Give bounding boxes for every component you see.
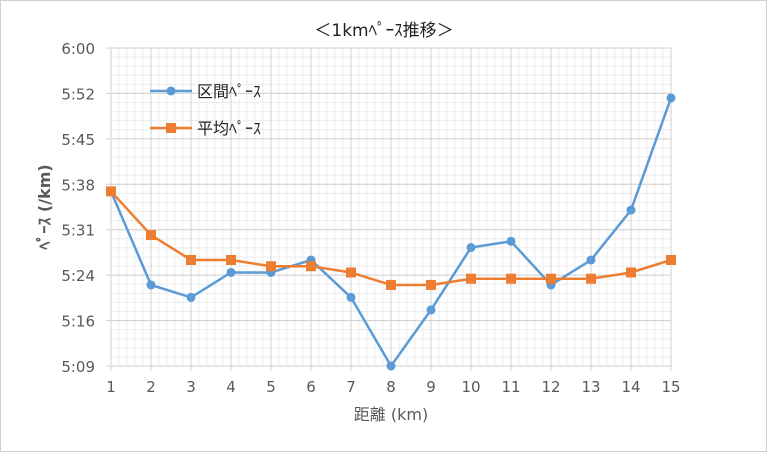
y-tick-label: 5:31	[61, 222, 95, 240]
series-lines	[106, 93, 676, 371]
x-tick-label: 3	[186, 378, 196, 396]
chart-title: ＜1kmﾍﾟｰｽ推移＞	[314, 21, 453, 41]
x-tick-label: 13	[581, 378, 600, 396]
x-tick-label: 1	[106, 378, 116, 396]
x-tick-label: 5	[266, 378, 276, 396]
tick-labels: 1 2 3 4 5 6 7 8 9 10 11 12 13 14 155:095:165:245:315:3…	[61, 40, 680, 396]
data-point	[346, 267, 356, 278]
x-tick-label: 6	[306, 378, 316, 396]
y-tick-label: 5:52	[61, 85, 95, 103]
data-point	[386, 279, 396, 290]
x-tick-label: 15	[661, 378, 680, 396]
x-tick-label: 2	[146, 378, 156, 396]
x-tick-label: 12	[541, 378, 560, 396]
y-tick-label: 6:00	[61, 40, 95, 58]
data-point	[666, 255, 676, 265]
x-tick-label: 8	[386, 378, 396, 396]
data-point	[226, 267, 236, 277]
data-point	[426, 279, 436, 290]
x-axis-label: 距離 (km)	[354, 405, 428, 424]
gridlines	[106, 47, 672, 371]
data-point	[186, 255, 196, 265]
data-point	[226, 255, 236, 265]
legend-label: 区間ﾍﾟｰｽ	[197, 82, 261, 101]
data-point	[266, 261, 276, 272]
data-point	[666, 93, 676, 103]
data-point	[426, 305, 436, 315]
legend: 区間ﾍﾟｰｽ 平均ﾍﾟｰｽ	[150, 82, 261, 138]
data-point	[146, 280, 156, 290]
data-point	[386, 361, 396, 371]
data-point	[626, 205, 636, 215]
legend-marker	[166, 123, 176, 133]
x-tick-label: 11	[501, 378, 520, 396]
data-point	[506, 236, 516, 246]
y-tick-label: 5:24	[61, 267, 95, 285]
y-tick-label: 5:16	[61, 313, 95, 331]
y-tick-label: 5:09	[61, 358, 95, 376]
data-point	[106, 186, 116, 197]
data-point	[506, 273, 516, 284]
x-tick-label: 14	[621, 378, 640, 396]
data-point	[626, 267, 636, 278]
x-tick-label: 4	[226, 378, 236, 396]
x-tick-label: 9	[426, 378, 436, 396]
data-point	[186, 292, 196, 302]
data-point	[586, 273, 596, 284]
data-point	[546, 273, 556, 284]
x-tick-label: 7	[346, 378, 356, 396]
y-tick-label: 5:45	[61, 131, 95, 149]
data-point	[466, 273, 476, 284]
y-axis-label: ﾍﾟｰｽ (/km)	[35, 164, 54, 250]
data-point	[466, 243, 476, 253]
data-point	[306, 261, 316, 272]
x-tick-label: 10	[461, 378, 480, 396]
data-point	[346, 292, 356, 302]
legend-marker	[166, 86, 176, 96]
data-point	[586, 255, 596, 265]
legend-label: 平均ﾍﾟｰｽ	[197, 119, 261, 138]
y-tick-label: 5:38	[61, 176, 95, 194]
data-point	[146, 230, 156, 241]
